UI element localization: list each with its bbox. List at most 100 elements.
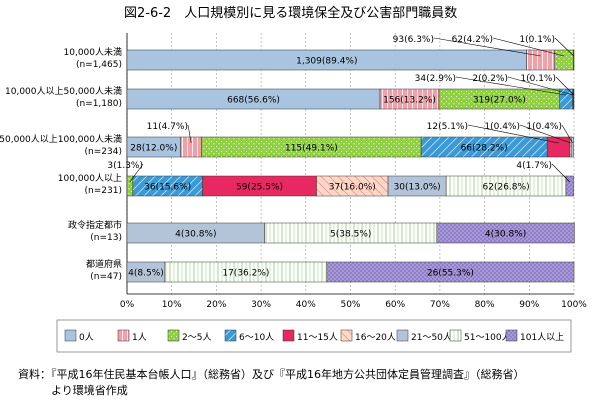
category-n-label: (n=234) <box>85 147 122 157</box>
category-label: 10,000人未満 <box>64 46 123 58</box>
leader-line <box>551 163 570 183</box>
legend-swatch <box>167 329 180 342</box>
legend-label: 51～100人 <box>464 332 511 343</box>
outside-value-label: 62(4.2%) <box>452 35 493 45</box>
leader-line <box>561 124 573 144</box>
legend-label: 0人 <box>79 332 94 343</box>
bar-value-label: 1,309(89.4%) <box>296 57 357 67</box>
outside-value-label: 1(0.4%) <box>484 122 520 132</box>
x-tick-label: 60% <box>385 300 405 310</box>
outside-value-label: 1(0.1%) <box>519 35 555 45</box>
x-tick-label: 30% <box>251 300 271 310</box>
outside-value-label: 1(0.4%) <box>526 122 562 132</box>
data-labels: 1,309(89.4%) 668(56.6%) 156(13.2%) 319(27.0… <box>107 35 574 279</box>
x-tick-label: 0% <box>120 300 135 310</box>
category-n-label: (n=1,180) <box>76 99 122 109</box>
category-n-label: (n=231) <box>85 186 122 196</box>
bar-value-label: 28(12.0%) <box>130 144 177 154</box>
bar-segment <box>180 136 202 158</box>
outside-value-label: 11(4.7%) <box>147 122 188 132</box>
legend-label: 11～15人 <box>297 332 338 343</box>
legend-label: 6～10人 <box>239 332 274 343</box>
bar-value-label: 156(13.2%) <box>383 96 436 106</box>
leader-line <box>187 124 192 144</box>
bar-value-label: 36(15.6%) <box>144 183 191 193</box>
leader-line <box>492 37 565 57</box>
leader-line <box>519 124 571 144</box>
x-tick-label: 40% <box>296 300 316 310</box>
outside-value-label: 93(6.3%) <box>393 35 434 45</box>
x-tick-label: 100% <box>561 300 587 310</box>
leader-line <box>467 124 559 144</box>
legend-swatch <box>117 329 130 342</box>
legend-swatch <box>396 329 409 342</box>
x-tick-label: 20% <box>206 300 226 310</box>
x-axis-ticks: 0% 10% 20% 30% 40% 50% 60% 70% 80% 90% 100% <box>120 300 587 310</box>
bar-segment <box>571 136 574 158</box>
legend: 0人 1人 2～5人 6～10人 11～15人 16～20人 21～50人 51～100人 10… <box>56 319 572 353</box>
outside-value-label: 1(0.1%) <box>520 74 556 84</box>
bar-value-label: 319(27.0%) <box>473 96 526 106</box>
outside-value-label: 4(1.7%) <box>516 161 552 171</box>
category-n-label: (n=1,465) <box>76 60 122 70</box>
bar-value-label: 62(26.8%) <box>483 183 530 193</box>
leader-line <box>129 163 144 183</box>
bar-value-label: 668(56.6%) <box>227 96 280 106</box>
bar-value-label: 17(36.2%) <box>222 269 269 279</box>
bar-value-label: 26(55.3%) <box>427 269 474 279</box>
bar-value-label: 37(16.0%) <box>329 183 376 193</box>
x-tick-label: 90% <box>519 300 539 310</box>
category-label: 100,000人以上 <box>58 173 122 184</box>
bar-segment <box>546 136 571 158</box>
bar-value-label: 4(8.5%) <box>128 269 164 279</box>
x-tick-label: 50% <box>340 300 360 310</box>
legend-swatch <box>505 329 518 342</box>
legend-label: 101人以上 <box>520 332 564 343</box>
bar-value-label: 5(38.5%) <box>330 230 371 240</box>
category-n-label: (n=47) <box>90 272 122 282</box>
bar-value-label: 66(28.2%) <box>461 144 508 154</box>
source-note: 資料：『平成16年住民基本台帳人口』（総務省）及び『平成16年地方公共団体定員管… <box>18 367 593 399</box>
source-line-1: 資料：『平成16年住民基本台帳人口』（総務省）及び『平成16年地方公共団体定員管… <box>18 368 525 381</box>
legend-swatch <box>64 329 77 342</box>
bar-segment <box>565 175 574 197</box>
category-label: 50,000人以上100,000人未満 <box>0 133 122 145</box>
bar-segment <box>326 261 575 283</box>
legend-swatch <box>224 329 237 342</box>
leader-line <box>554 37 574 57</box>
category-label: 10,000人以上50,000人未満 <box>5 85 122 97</box>
leader-line <box>433 37 541 57</box>
bar-value-label: 59(25.5%) <box>236 183 283 193</box>
legend-label: 21～50人 <box>411 332 452 343</box>
bar-value-label: 30(13.0%) <box>394 183 441 193</box>
category-n-label: (n=13) <box>90 233 122 243</box>
legend-label: 16～20人 <box>355 332 396 343</box>
bars <box>126 49 575 283</box>
x-tick-label: 10% <box>162 300 182 310</box>
bar-segment <box>526 49 556 71</box>
bar-value-label: 4(30.8%) <box>175 230 216 240</box>
category-label: 都道府県 <box>86 258 122 270</box>
category-label: 政令指定都市 <box>68 219 122 231</box>
x-tick-label: 80% <box>475 300 495 310</box>
bar-value-label: 115(49.1%) <box>285 144 338 154</box>
leader-line <box>455 76 567 96</box>
outside-value-label: 2(0.2%) <box>472 74 508 84</box>
legend-swatch <box>449 329 462 342</box>
chart-title: 図2-6-2 人口規模別に見る環境保全及び公害部門職員数 <box>124 5 457 21</box>
outside-value-label: 12(5.1%) <box>427 122 468 132</box>
outside-value-label: 3(1.3%) <box>107 161 143 171</box>
leader-line <box>507 76 574 96</box>
legend-label: 1人 <box>132 332 147 343</box>
legend-box <box>56 319 572 353</box>
source-line-2: より環境省作成 <box>18 384 128 397</box>
gridlines <box>126 33 575 295</box>
legend-swatch <box>282 329 295 342</box>
outside-value-label: 34(2.9%) <box>415 74 456 84</box>
legend-label: 2～5人 <box>182 332 211 343</box>
bar-segment <box>436 222 575 244</box>
leader-line <box>555 76 574 96</box>
bar-value-label: 4(30.8%) <box>485 230 526 240</box>
category-labels: 10,000人未満 (n=1,465) 10,000人以上50,000人未満 (n=1… <box>0 46 122 282</box>
